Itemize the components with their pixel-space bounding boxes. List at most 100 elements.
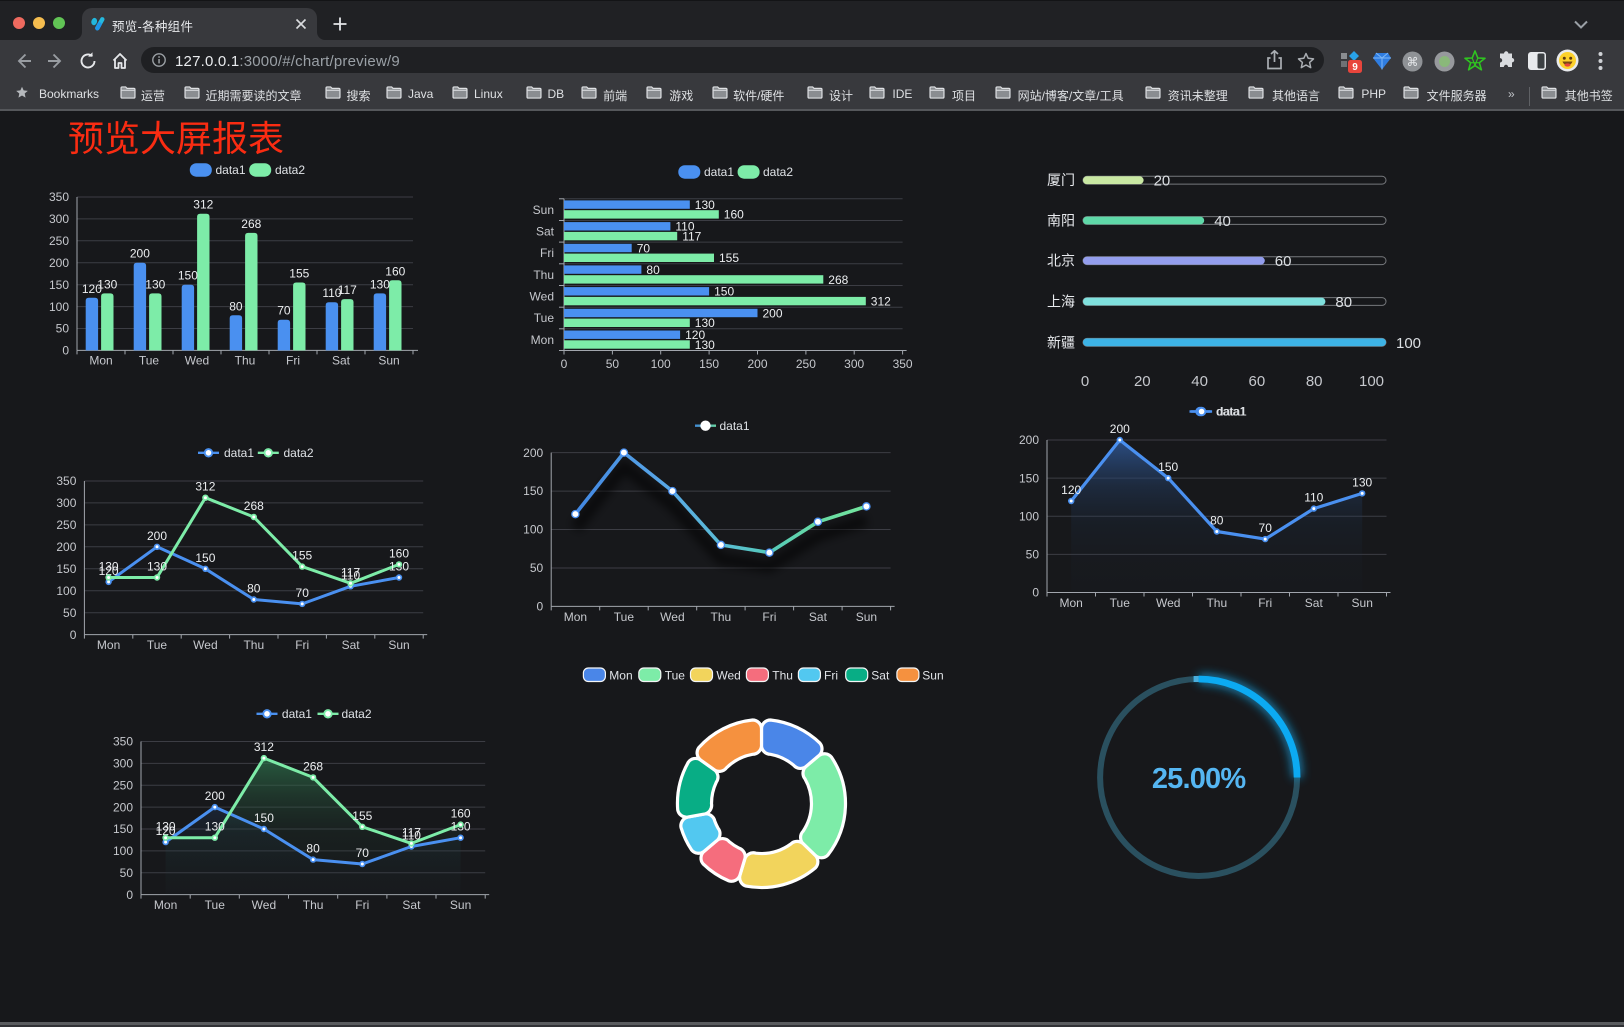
- svg-text:155: 155: [719, 251, 739, 265]
- svg-text:Mon: Mon: [154, 898, 177, 912]
- svg-text:Sun: Sun: [856, 610, 877, 624]
- svg-text:0: 0: [1081, 373, 1089, 390]
- svg-text:Sat: Sat: [1305, 596, 1324, 610]
- svg-text:300: 300: [113, 757, 133, 771]
- svg-text:Tue: Tue: [665, 669, 686, 683]
- svg-text:130: 130: [205, 820, 225, 834]
- svg-text:Sun: Sun: [388, 638, 409, 652]
- svg-text:data1: data1: [1217, 405, 1247, 419]
- svg-text:Thu: Thu: [243, 638, 264, 652]
- svg-text:20: 20: [1134, 373, 1151, 390]
- svg-text:Mon: Mon: [564, 610, 587, 624]
- svg-text:120: 120: [99, 564, 119, 578]
- svg-text:Sat: Sat: [536, 225, 555, 239]
- svg-text:Mon: Mon: [1060, 596, 1083, 610]
- svg-text:Sat: Sat: [342, 638, 361, 652]
- svg-text:110: 110: [675, 220, 694, 234]
- svg-text:80: 80: [247, 582, 261, 596]
- svg-text:117: 117: [402, 825, 421, 839]
- svg-text:150: 150: [699, 357, 719, 371]
- svg-text:南阳: 南阳: [1047, 213, 1075, 229]
- svg-text:Mon: Mon: [531, 333, 554, 347]
- svg-text:250: 250: [796, 357, 816, 371]
- svg-text:130: 130: [370, 277, 390, 291]
- svg-text:268: 268: [828, 273, 848, 287]
- svg-text:Thu: Thu: [235, 354, 256, 368]
- svg-text:150: 150: [49, 278, 69, 292]
- svg-text:Sun: Sun: [378, 354, 399, 368]
- svg-text:Wed: Wed: [252, 898, 276, 912]
- svg-text:Mon: Mon: [609, 669, 632, 683]
- svg-text:Thu: Thu: [1206, 596, 1227, 610]
- svg-text:250: 250: [49, 234, 69, 248]
- svg-text:150: 150: [523, 484, 543, 498]
- svg-text:350: 350: [113, 735, 133, 749]
- svg-text:Fri: Fri: [1258, 596, 1272, 610]
- svg-text:Fri: Fri: [540, 246, 554, 260]
- svg-text:200: 200: [56, 540, 76, 554]
- svg-text:80: 80: [646, 263, 660, 277]
- svg-text:155: 155: [289, 267, 309, 281]
- svg-text:Wed: Wed: [660, 610, 684, 624]
- svg-text:150: 150: [195, 551, 215, 565]
- svg-text:300: 300: [56, 496, 76, 510]
- svg-text:40: 40: [1191, 373, 1208, 390]
- svg-text:40: 40: [1214, 213, 1231, 230]
- svg-text:data2: data2: [763, 165, 793, 179]
- svg-text:Wed: Wed: [530, 290, 554, 304]
- svg-text:Fri: Fri: [762, 610, 776, 624]
- svg-text:130: 130: [145, 277, 165, 291]
- svg-text:80: 80: [1210, 514, 1224, 528]
- svg-text:Sun: Sun: [533, 203, 554, 217]
- svg-text:data1: data1: [720, 419, 750, 433]
- svg-text:130: 130: [695, 198, 715, 212]
- svg-text:300: 300: [49, 212, 69, 226]
- svg-text:100: 100: [113, 844, 133, 858]
- svg-text:50: 50: [63, 606, 77, 620]
- svg-text:130: 130: [147, 560, 167, 574]
- svg-text:Tue: Tue: [1110, 596, 1131, 610]
- svg-text:70: 70: [277, 304, 291, 318]
- svg-text:110: 110: [341, 568, 360, 582]
- svg-text:312: 312: [193, 198, 213, 212]
- svg-text:130: 130: [695, 316, 715, 330]
- svg-text:200: 200: [747, 357, 767, 371]
- svg-text:0: 0: [62, 344, 69, 358]
- svg-text:312: 312: [871, 294, 891, 308]
- svg-text:312: 312: [254, 740, 274, 754]
- svg-text:200: 200: [113, 800, 133, 814]
- svg-text:Fri: Fri: [824, 669, 838, 683]
- svg-text:150: 150: [56, 562, 76, 576]
- svg-text:data1: data1: [704, 165, 734, 179]
- svg-text:data1: data1: [224, 446, 254, 460]
- svg-text:Thu: Thu: [303, 898, 324, 912]
- svg-text:Tue: Tue: [534, 311, 555, 325]
- svg-text:200: 200: [130, 247, 150, 261]
- svg-text:Thu: Thu: [533, 268, 554, 282]
- svg-text:厦门: 厦门: [1047, 172, 1075, 188]
- svg-text:Wed: Wed: [193, 638, 217, 652]
- svg-text:350: 350: [49, 190, 69, 204]
- svg-text:0: 0: [561, 357, 568, 371]
- svg-text:Wed: Wed: [185, 354, 209, 368]
- svg-text:160: 160: [724, 208, 744, 222]
- svg-text:200: 200: [147, 529, 167, 543]
- svg-text:117: 117: [682, 229, 701, 243]
- svg-text:160: 160: [451, 807, 471, 821]
- svg-text:110: 110: [402, 829, 421, 843]
- svg-text:110: 110: [1304, 491, 1323, 505]
- svg-text:Sun: Sun: [1352, 596, 1373, 610]
- svg-text:150: 150: [714, 285, 734, 299]
- svg-text:250: 250: [113, 778, 133, 792]
- svg-text:200: 200: [523, 446, 543, 460]
- svg-text:9: 9: [1352, 62, 1358, 73]
- svg-text:350: 350: [893, 357, 913, 371]
- svg-text:Sun: Sun: [922, 669, 943, 683]
- svg-text:上海: 上海: [1047, 294, 1075, 310]
- svg-text:100: 100: [1019, 510, 1039, 524]
- svg-text:70: 70: [356, 846, 370, 860]
- svg-text:60: 60: [1249, 373, 1266, 390]
- svg-text:350: 350: [56, 474, 76, 488]
- svg-text:data1: data1: [216, 163, 246, 177]
- svg-text:Mon: Mon: [89, 354, 112, 368]
